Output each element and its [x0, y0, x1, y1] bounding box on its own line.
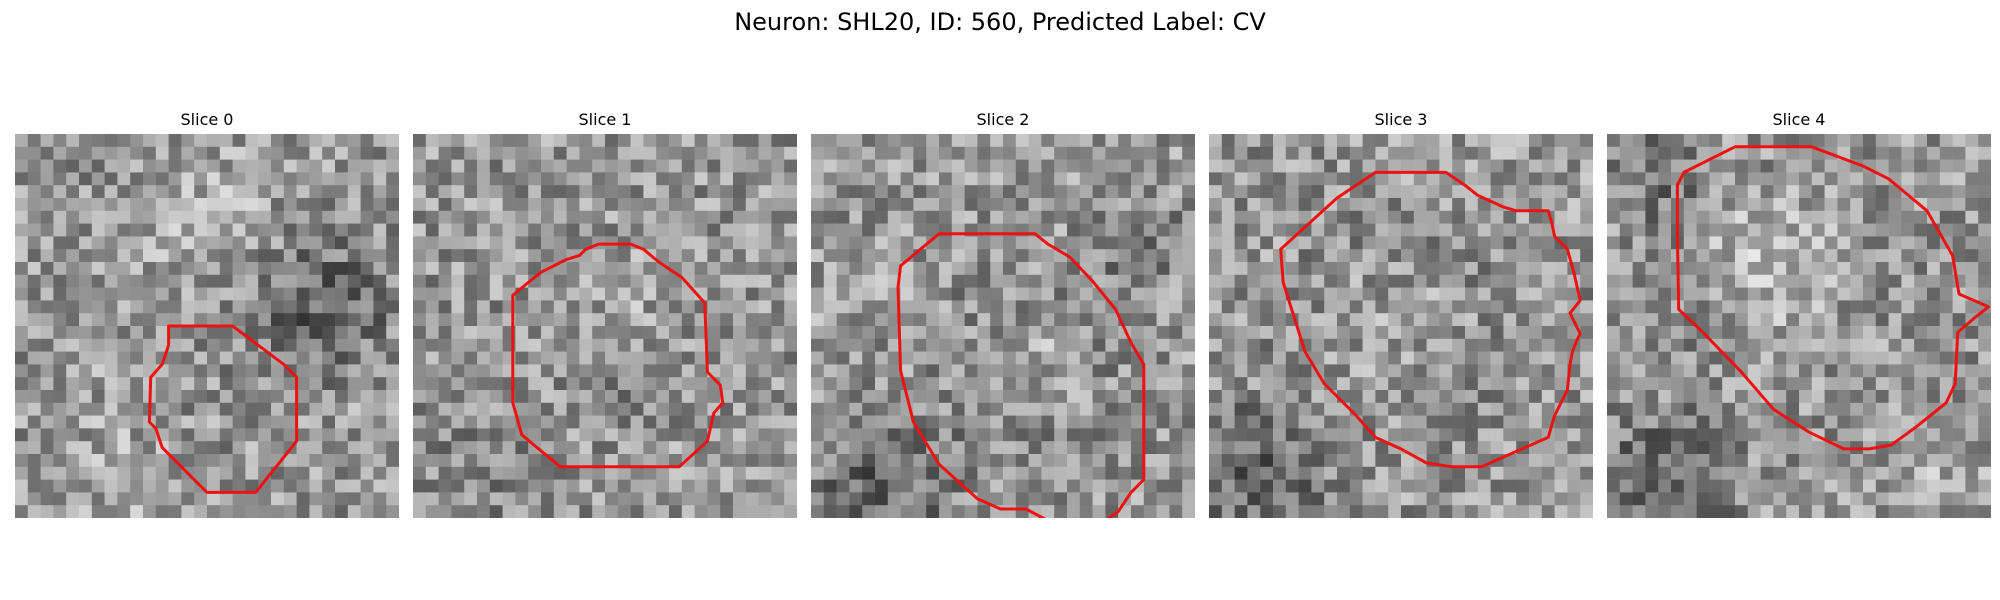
grayscale-pixels [413, 134, 797, 518]
slice-title: Slice 0 [180, 110, 234, 129]
grayscale-pixels [1209, 134, 1593, 518]
neuron-contour [1675, 145, 1990, 451]
slice-image [811, 134, 1195, 518]
slice-title: Slice 2 [976, 110, 1030, 129]
neuron-contour [511, 242, 725, 469]
neuron-contour [1279, 170, 1582, 469]
slice-image [413, 134, 797, 518]
grayscale-pixels [1607, 134, 1991, 518]
slice-image [1209, 134, 1593, 518]
grayscale-pixels [811, 134, 1195, 518]
slice-image [1607, 134, 1991, 518]
figure-title: Neuron: SHL20, ID: 560, Predicted Label:… [734, 8, 1266, 36]
slice-title: Slice 3 [1374, 110, 1428, 129]
grayscale-pixels [15, 134, 399, 518]
neuron-contour [147, 324, 299, 494]
neuron-contour [896, 232, 1146, 518]
slice-title: Slice 4 [1772, 110, 1826, 129]
slice-title: Slice 1 [578, 110, 632, 129]
slice-image [15, 134, 399, 518]
